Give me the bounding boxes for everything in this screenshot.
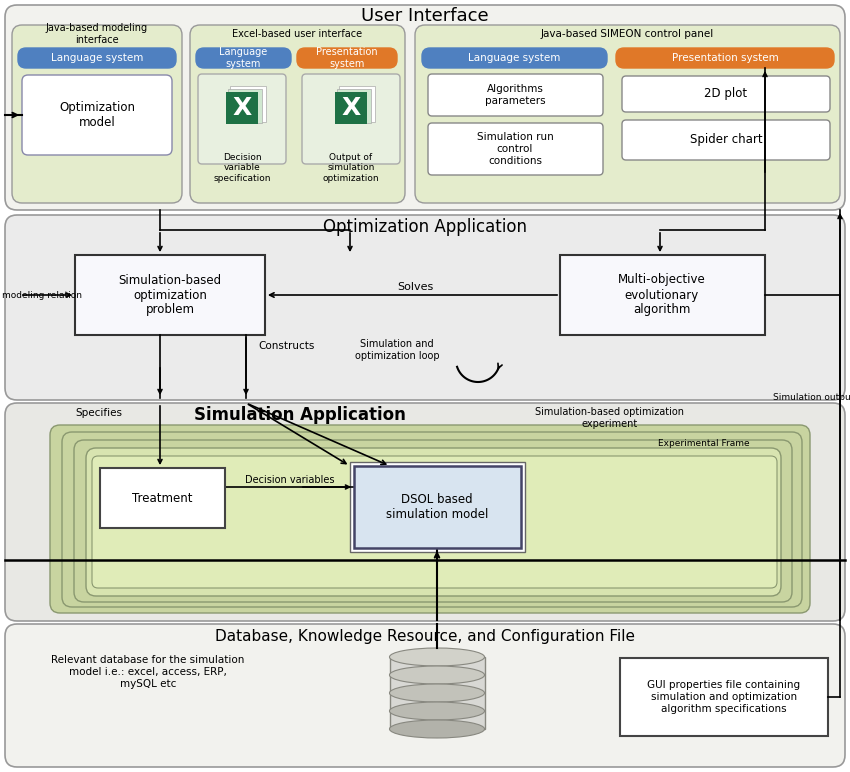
Bar (350, 462, 525, 552)
Bar (339, 86, 375, 122)
Text: Excel-based user interface: Excel-based user interface (232, 29, 362, 39)
Text: Simulation and
optimization loop: Simulation and optimization loop (355, 339, 439, 361)
Bar (390, 657, 485, 729)
FancyBboxPatch shape (5, 624, 845, 767)
FancyBboxPatch shape (196, 48, 291, 68)
Text: Decision variables: Decision variables (246, 475, 335, 485)
Text: Simulation-based
optimization
problem: Simulation-based optimization problem (118, 273, 222, 317)
Bar (335, 92, 367, 124)
Text: Language system: Language system (51, 53, 143, 63)
Text: DSOL based
simulation model: DSOL based simulation model (386, 493, 488, 521)
FancyBboxPatch shape (62, 432, 802, 607)
Bar (226, 92, 258, 124)
Bar (354, 466, 521, 548)
Bar (560, 255, 765, 335)
Bar (75, 255, 265, 335)
Text: Treatment: Treatment (132, 492, 192, 504)
Text: X: X (342, 96, 360, 120)
Text: Presentation
system: Presentation system (316, 47, 377, 69)
Text: Presentation system: Presentation system (672, 53, 779, 63)
Text: Experimental Frame: Experimental Frame (659, 438, 750, 448)
FancyBboxPatch shape (5, 215, 845, 400)
FancyBboxPatch shape (415, 25, 840, 203)
Text: Language
system: Language system (218, 47, 267, 69)
Text: Simulation-based optimization
experiment: Simulation-based optimization experiment (536, 407, 684, 428)
Text: Constructs: Constructs (258, 341, 314, 351)
Text: Algorithms
parameters: Algorithms parameters (484, 84, 546, 106)
FancyBboxPatch shape (198, 74, 286, 164)
Text: Multi-objective
evolutionary
algorithm: Multi-objective evolutionary algorithm (618, 273, 705, 317)
Ellipse shape (389, 702, 484, 720)
Text: GUI properties file containing
simulation and optimization
algorithm specificati: GUI properties file containing simulatio… (648, 680, 801, 713)
Text: Optimization Application: Optimization Application (323, 218, 527, 236)
FancyBboxPatch shape (92, 456, 777, 588)
Text: Relevant database for the simulation
model i.e.: excel, access, ERP,
mySQL etc: Relevant database for the simulation mod… (51, 655, 245, 689)
Text: Optimization
model: Optimization model (59, 101, 135, 129)
FancyBboxPatch shape (302, 74, 400, 164)
Text: 2D plot: 2D plot (705, 87, 747, 100)
FancyBboxPatch shape (5, 5, 845, 210)
FancyBboxPatch shape (428, 123, 603, 175)
FancyBboxPatch shape (5, 403, 845, 621)
Text: Database, Knowledge Resource, and Configuration File: Database, Knowledge Resource, and Config… (215, 628, 635, 644)
Text: Java-based SIMEON control panel: Java-based SIMEON control panel (541, 29, 714, 39)
Text: X: X (232, 96, 252, 120)
Bar (230, 86, 266, 122)
Bar (228, 89, 262, 123)
Text: Simulation Application: Simulation Application (194, 406, 406, 424)
Text: Spider chart: Spider chart (689, 134, 762, 147)
FancyBboxPatch shape (422, 48, 607, 68)
FancyBboxPatch shape (622, 120, 830, 160)
Text: Specifies: Specifies (75, 408, 122, 418)
FancyBboxPatch shape (18, 48, 176, 68)
FancyBboxPatch shape (50, 425, 810, 613)
Bar (620, 658, 828, 736)
FancyBboxPatch shape (616, 48, 834, 68)
FancyBboxPatch shape (22, 75, 172, 155)
Ellipse shape (389, 648, 484, 666)
Text: Language system: Language system (468, 53, 560, 63)
Ellipse shape (389, 720, 484, 738)
Text: Simulation run
control
conditions: Simulation run control conditions (477, 133, 553, 166)
Text: modeling relation: modeling relation (2, 290, 82, 300)
Text: Java-based modeling
interface: Java-based modeling interface (46, 23, 148, 45)
FancyBboxPatch shape (190, 25, 405, 203)
Bar (337, 89, 371, 123)
Ellipse shape (389, 666, 484, 684)
Text: Output of
simulation
optimization: Output of simulation optimization (323, 153, 379, 183)
FancyBboxPatch shape (12, 25, 182, 203)
Text: Decision
variable
specification: Decision variable specification (213, 153, 271, 183)
FancyBboxPatch shape (74, 440, 792, 602)
Ellipse shape (389, 684, 484, 702)
Text: Solves: Solves (397, 282, 434, 292)
Text: Simulation output: Simulation output (773, 394, 850, 402)
FancyBboxPatch shape (297, 48, 397, 68)
FancyBboxPatch shape (428, 74, 603, 116)
FancyBboxPatch shape (86, 448, 781, 596)
Text: User Interface: User Interface (361, 7, 489, 25)
FancyBboxPatch shape (622, 76, 830, 112)
Bar (100, 468, 225, 528)
